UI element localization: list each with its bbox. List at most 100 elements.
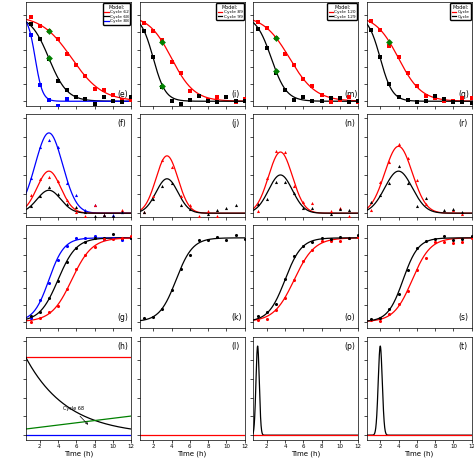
Point	[376, 314, 384, 322]
Point	[232, 201, 239, 209]
Text: (n): (n)	[345, 119, 356, 128]
Point	[27, 319, 35, 326]
Point	[159, 36, 166, 44]
Point	[149, 195, 157, 202]
Point	[309, 238, 316, 246]
Point	[431, 217, 439, 225]
Point	[73, 191, 80, 199]
Point	[100, 211, 108, 219]
Point	[327, 98, 335, 106]
Point	[54, 190, 62, 198]
Point	[213, 93, 221, 100]
Point	[355, 97, 362, 104]
Point	[91, 85, 99, 93]
Point	[118, 209, 126, 216]
Point	[100, 86, 108, 93]
Point	[404, 155, 411, 162]
Point	[159, 83, 166, 91]
Point	[395, 291, 402, 298]
Point	[223, 237, 230, 244]
Point	[385, 42, 393, 50]
Point	[385, 158, 393, 166]
Point	[241, 235, 248, 243]
Point	[64, 285, 71, 293]
Point	[440, 238, 448, 246]
Point	[223, 204, 230, 212]
Point	[376, 317, 384, 325]
Point	[404, 97, 411, 104]
Point	[345, 213, 353, 220]
Point	[272, 178, 280, 185]
Point	[118, 235, 126, 242]
Point	[232, 97, 239, 105]
Point	[213, 206, 221, 214]
Point	[385, 310, 393, 318]
Point	[204, 210, 212, 218]
Point	[367, 207, 375, 214]
Text: (s): (s)	[458, 313, 468, 322]
Point	[128, 232, 135, 239]
Point	[109, 97, 117, 105]
Point	[327, 237, 335, 245]
Point	[376, 27, 384, 34]
Point	[272, 35, 280, 42]
Point	[385, 80, 393, 88]
Point	[186, 88, 193, 95]
Point	[327, 207, 335, 215]
Point	[168, 179, 175, 187]
Point	[422, 200, 430, 207]
Point	[241, 96, 248, 103]
Point	[27, 314, 35, 322]
Point	[186, 252, 193, 259]
Point	[449, 205, 457, 212]
Point	[36, 82, 44, 89]
Point	[82, 206, 89, 214]
Point	[27, 174, 35, 182]
Point	[232, 215, 239, 223]
Point	[355, 233, 362, 240]
Point	[345, 98, 353, 106]
Text: (e): (e)	[118, 91, 128, 99]
Point	[300, 257, 307, 265]
Point	[64, 258, 71, 265]
Point	[367, 316, 375, 324]
Point	[118, 237, 126, 244]
Text: (o): (o)	[345, 313, 355, 322]
Point	[336, 96, 344, 103]
Point	[291, 276, 298, 284]
Text: (t): (t)	[458, 342, 467, 351]
Point	[36, 296, 44, 304]
Point	[223, 93, 230, 100]
Point	[291, 252, 298, 259]
Text: (f): (f)	[118, 119, 126, 128]
Point	[118, 98, 126, 106]
Point	[281, 294, 289, 302]
Point	[168, 163, 175, 171]
Legend: Cycle 89, Cycle 99: Cycle 89, Cycle 99	[217, 3, 244, 20]
Point	[64, 50, 71, 57]
Point	[186, 201, 193, 209]
X-axis label: Time (h): Time (h)	[291, 450, 320, 457]
Point	[36, 35, 44, 43]
Point	[413, 99, 420, 106]
Point	[64, 86, 71, 93]
Point	[300, 75, 307, 83]
Point	[54, 36, 62, 43]
Point	[118, 206, 126, 214]
Point	[413, 202, 420, 210]
Point	[431, 238, 439, 246]
Point	[422, 254, 430, 262]
Point	[345, 235, 353, 242]
Point	[272, 306, 280, 314]
Point	[263, 25, 271, 32]
Point	[263, 195, 271, 202]
Point	[54, 302, 62, 310]
Point	[440, 232, 448, 239]
Point	[204, 236, 212, 243]
Point	[291, 61, 298, 68]
Point	[395, 141, 402, 148]
Point	[91, 212, 99, 220]
Point	[100, 94, 108, 101]
Point	[64, 179, 71, 187]
Text: Cycle 68: Cycle 68	[63, 406, 88, 424]
